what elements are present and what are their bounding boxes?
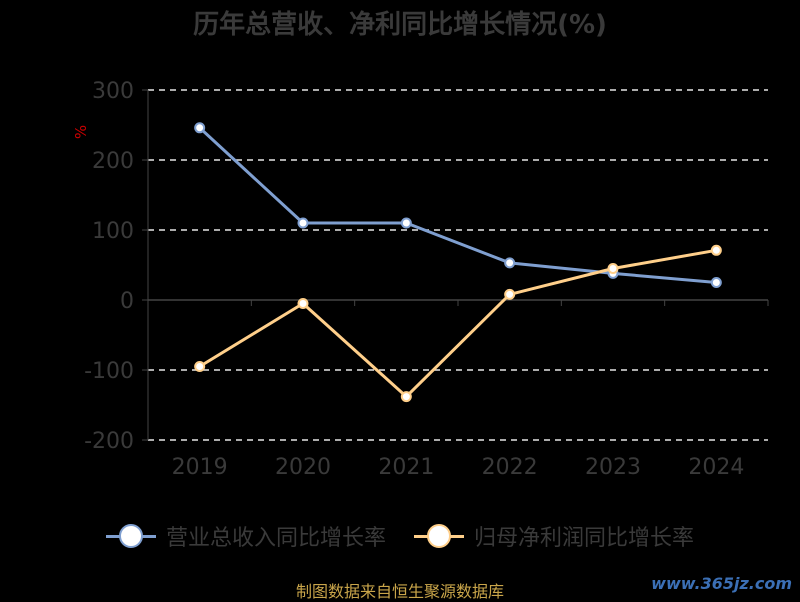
legend-line-net-profit xyxy=(414,523,464,548)
legend-item-net-profit[interactable]: 归母净利润同比增长率 xyxy=(414,520,694,552)
legend-marker-revenue xyxy=(118,523,143,548)
data-point xyxy=(504,257,516,269)
data-point xyxy=(194,122,206,134)
y-tick-label: -200 xyxy=(84,429,134,454)
legend-label-revenue: 营业总收入同比增长率 xyxy=(165,526,386,551)
data-point xyxy=(710,244,722,256)
series-lines xyxy=(194,122,722,403)
x-tick-label: 2023 xyxy=(585,455,641,480)
x-tick-label: 2021 xyxy=(378,455,434,480)
y-tick-label: 300 xyxy=(92,79,134,104)
x-tick-label: 2022 xyxy=(482,455,538,480)
series-line-1 xyxy=(198,248,717,399)
x-tick-label: 2024 xyxy=(688,455,744,480)
y-tick-labels: 300 200 100 0 -100 -200 xyxy=(84,79,134,454)
legend-line-revenue xyxy=(105,523,156,548)
x-tick-labels: 2019 2020 2021 2022 2023 2024 xyxy=(172,455,745,480)
y-axis-label: % xyxy=(72,125,90,139)
data-point xyxy=(297,298,309,309)
data-point xyxy=(194,361,206,372)
data-point xyxy=(607,263,619,274)
data-point xyxy=(297,217,309,229)
series-line-0 xyxy=(198,126,717,284)
legend-label-net-profit: 归母净利润同比增长率 xyxy=(474,526,695,551)
legend: 营业总收入同比增长率 归母净利润同比增长率 xyxy=(0,520,800,552)
y-tick-label: -100 xyxy=(84,359,134,384)
data-point xyxy=(400,391,412,403)
data-point xyxy=(710,277,722,288)
x-tick-label: 2019 xyxy=(172,455,228,480)
watermark: www.365jz.com xyxy=(651,574,792,593)
axes xyxy=(142,89,769,441)
y-tick-label: 200 xyxy=(92,149,134,174)
chart-title: 历年总营收、净利同比增长情况(%) xyxy=(193,10,607,40)
data-point xyxy=(400,217,412,229)
legend-marker-net-profit xyxy=(427,523,451,548)
y-tick-label: 0 xyxy=(120,289,134,314)
y-tick-label: 100 xyxy=(92,219,134,244)
x-tick-label: 2020 xyxy=(275,455,331,480)
legend-item-revenue[interactable]: 营业总收入同比增长率 xyxy=(105,520,386,552)
data-point xyxy=(504,288,516,300)
grid-lines xyxy=(148,89,768,441)
data-source-note: 制图数据来自恒生聚源数据库 xyxy=(295,582,504,601)
